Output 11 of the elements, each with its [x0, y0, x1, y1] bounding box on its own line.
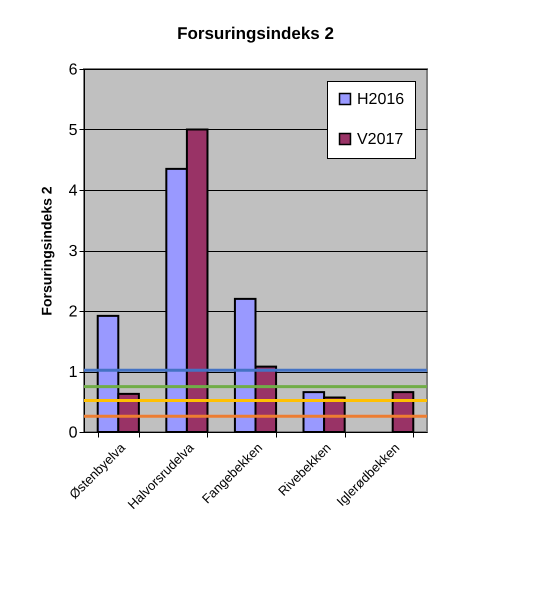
legend-label: H2016 [357, 91, 404, 108]
chart-title: Forsuringsindeks 2 [177, 24, 334, 43]
y-tick-label: 4 [68, 182, 78, 200]
y-tick-label: 6 [68, 62, 78, 78]
y-tick-label: 0 [68, 424, 78, 442]
y-tick-label: 1 [68, 364, 78, 381]
y-tick-label: 2 [68, 304, 78, 320]
legend-label: V2017 [357, 131, 404, 148]
y-tick-label: 3 [68, 243, 78, 260]
y-tick-label: 5 [68, 122, 78, 139]
y-axis-title: Forsuringsindeks 2 [38, 186, 55, 316]
